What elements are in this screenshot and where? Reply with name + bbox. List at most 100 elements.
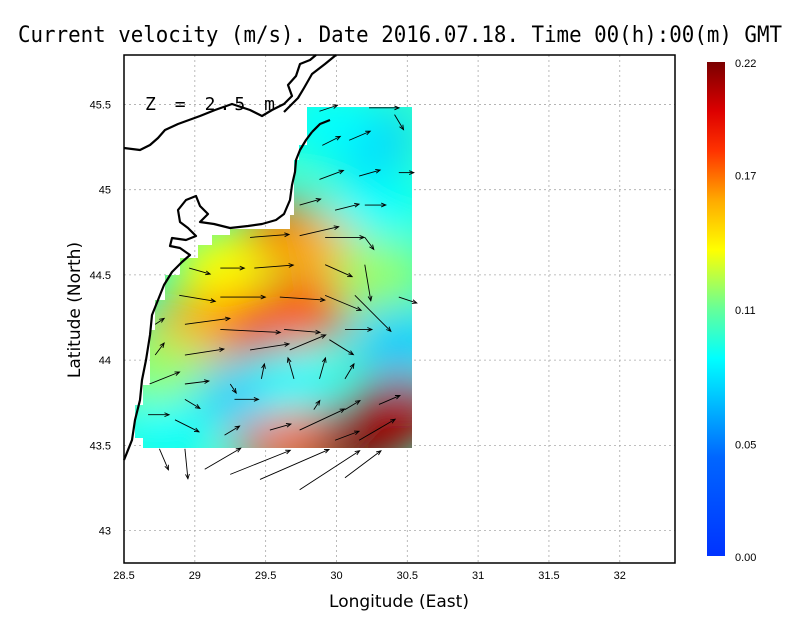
arrow-head [386, 326, 392, 333]
arrow-shaft [334, 430, 360, 441]
arrow-shaft [284, 329, 321, 333]
arrow-shaft [184, 317, 230, 325]
x-axis-title: Longitude (East) [329, 592, 469, 612]
arrow-shaft [220, 329, 281, 333]
coastline [122, 54, 337, 461]
velocity-arrow [189, 267, 212, 276]
velocity-arrow [358, 418, 397, 441]
arrow-head [367, 295, 373, 302]
speed-blob [352, 377, 412, 446]
arrow-head [284, 342, 291, 347]
velocity-arrow [184, 398, 201, 409]
arrow-shaft [184, 398, 201, 409]
arrow-shaft [329, 339, 354, 356]
plot-frame [123, 54, 676, 564]
colorbar-tick-label: 0.05 [735, 440, 756, 452]
arrow-head [218, 347, 226, 353]
speed-field [135, 107, 412, 448]
speed-blob [330, 240, 412, 309]
arrow-shaft [224, 425, 240, 436]
arrow-shaft [254, 264, 294, 269]
velocity-arrow [184, 347, 226, 356]
y-tick-label: 43 [99, 526, 111, 538]
arrow-shaft [250, 233, 290, 238]
arrow-head [348, 350, 355, 356]
coastline-segment [122, 131, 313, 461]
speed-blob [245, 346, 342, 415]
y-axis-title: Latitude (North) [65, 242, 85, 378]
arrow-head [260, 294, 267, 300]
velocity-arrow [319, 104, 339, 112]
arrow-head [349, 362, 355, 369]
x-tick-label: 30 [330, 570, 342, 582]
velocity-arrow [319, 169, 345, 180]
arrow-shaft [259, 449, 330, 480]
x-tick-label: 29 [189, 570, 201, 582]
arrow-head [333, 225, 340, 230]
arrow-head [365, 130, 372, 136]
arrow-head [411, 299, 418, 304]
arrow-shaft [344, 450, 382, 479]
velocity-arrow [154, 342, 165, 356]
velocity-arrow [329, 339, 355, 356]
y-tick-label: 45 [99, 185, 111, 197]
arrow-head [376, 450, 382, 456]
coastline-segment [283, 54, 337, 113]
arrow-shaft [344, 400, 361, 410]
arrow-head [332, 104, 339, 109]
speed-blob [330, 172, 412, 241]
x-tick-label: 31.5 [538, 570, 559, 582]
arrow-head [390, 418, 397, 424]
velocity-arrow [279, 296, 326, 303]
arrow-shaft [324, 264, 353, 278]
velocity-arrow [158, 448, 169, 471]
arrow-head [174, 371, 181, 376]
arrow-shaft [319, 357, 326, 380]
colorbar-tick-label: 0.11 [735, 305, 756, 317]
arrow-shaft [319, 104, 338, 112]
arrow-head [210, 298, 217, 303]
arrow-head [193, 427, 201, 433]
arrow-head [354, 399, 361, 405]
speed-blob [253, 278, 350, 347]
arrow-head [381, 202, 387, 208]
velocity-arrow [184, 316, 232, 325]
coastline-segment [311, 118, 331, 133]
arrow-head [285, 422, 293, 428]
arrow-head [205, 270, 212, 276]
velocity-arrow [349, 130, 372, 141]
arrow-head [285, 449, 292, 455]
velocity-arrow [234, 396, 260, 402]
x-tick-label: 28.5 [113, 570, 134, 582]
arrow-shaft [154, 342, 165, 356]
velocity-arrow [378, 395, 402, 405]
arrow-head [359, 235, 366, 240]
speed-blob [135, 334, 208, 403]
arrow-head [315, 329, 322, 335]
arrow-shaft [154, 317, 165, 325]
velocity-arrow [334, 202, 361, 211]
coastline-segment [123, 54, 317, 152]
velocity-arrow [154, 317, 166, 325]
arrow-head [375, 168, 382, 174]
arrow-shaft [158, 448, 169, 470]
arrow-shaft [299, 450, 360, 491]
velocity-arrow [254, 263, 295, 269]
speed-blob [352, 309, 412, 378]
arrow-shaft [319, 170, 344, 180]
arrow-head [288, 263, 295, 268]
y-axis-ticks: 43 43.5 44 44.5 45 45.5 [90, 99, 111, 537]
arrow-shaft [184, 448, 189, 479]
velocity-arrow [325, 235, 366, 240]
x-tick-label: 32 [614, 570, 626, 582]
arrow-head [356, 306, 363, 311]
velocity-arrow [249, 342, 291, 351]
chart-title: Current velocity (m/s). Date 2016.07.18.… [18, 23, 782, 48]
velocity-arrow [224, 425, 241, 436]
velocity-arrow [230, 449, 292, 475]
velocity-arrow [229, 383, 237, 394]
velocity-arrow [284, 329, 322, 335]
velocity-arrow [313, 399, 321, 410]
arrow-shaft [289, 334, 326, 351]
